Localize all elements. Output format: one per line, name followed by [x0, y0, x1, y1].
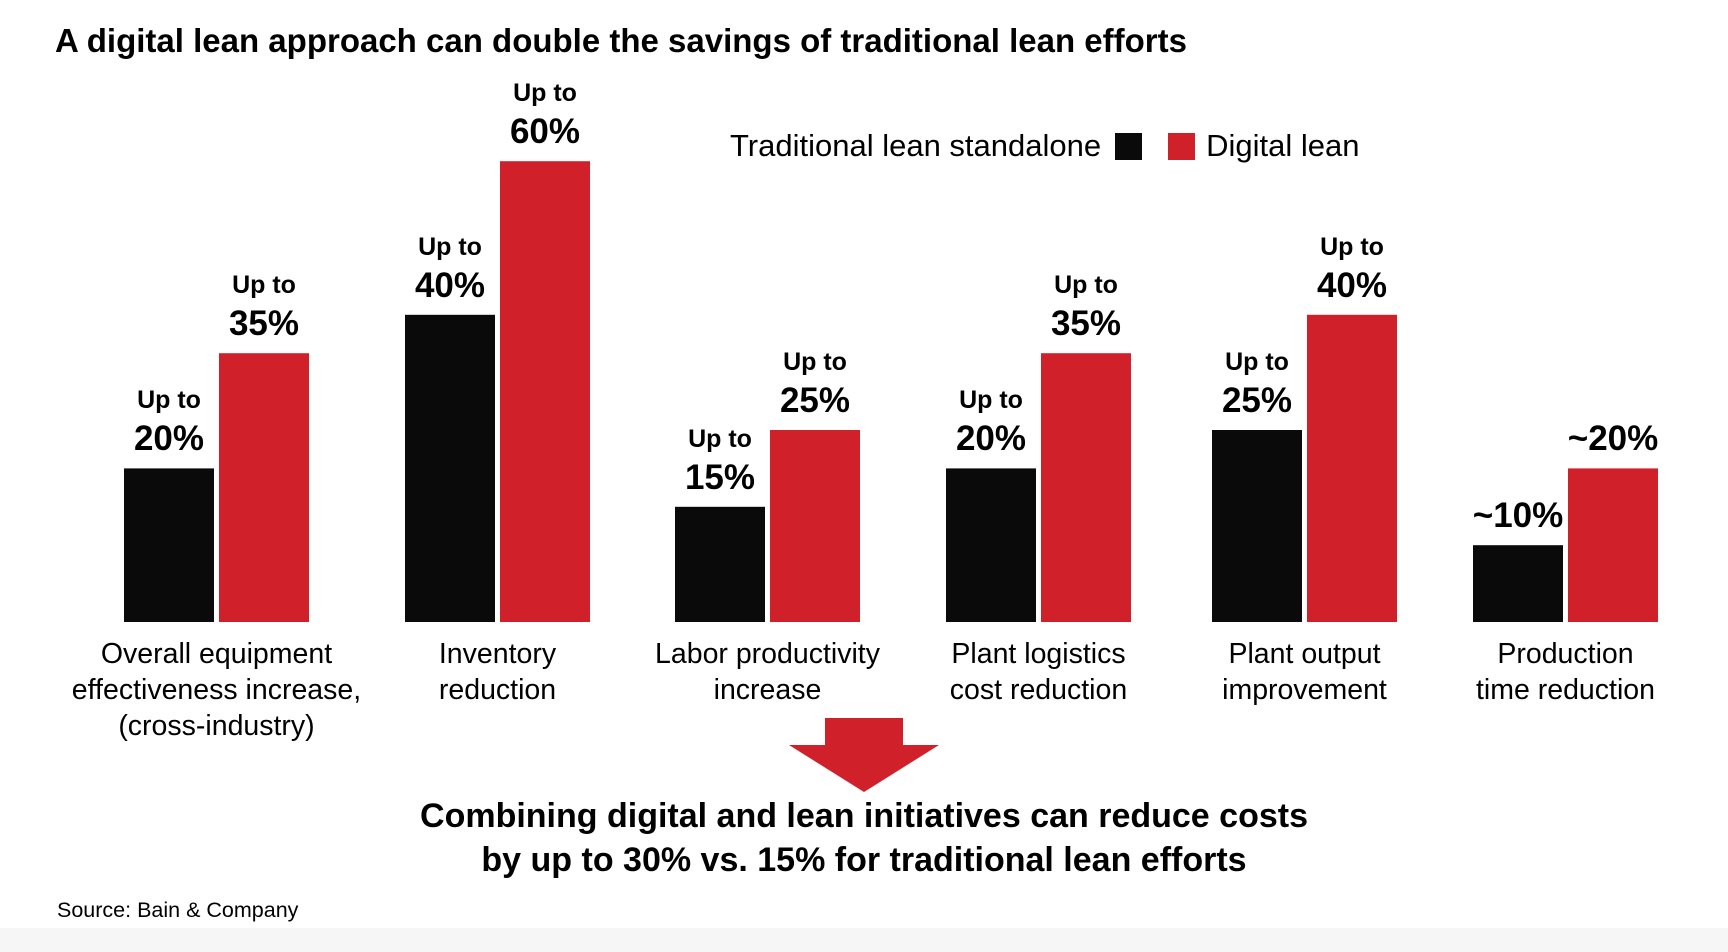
bar-label-value: 35% — [1050, 304, 1122, 344]
bar-digital-4 — [1041, 353, 1131, 622]
bar-digital-5 — [1307, 314, 1397, 622]
bar-label-digital-4: Up to 35% — [1050, 271, 1122, 344]
bar-label-value: ~20% — [1567, 419, 1659, 459]
category-label-line: Plant logistics — [951, 638, 1126, 670]
bar-label-prefix: Up to — [1320, 232, 1384, 261]
bar-label-prefix: Up to — [783, 348, 847, 376]
source-note: Source: Bain & Company — [57, 898, 299, 922]
bar-label-prefix: Up to — [232, 271, 296, 300]
bar-label-value: 40% — [414, 265, 486, 305]
bar-label-prefix: Up to — [688, 424, 752, 453]
bar-traditional-1 — [124, 468, 214, 622]
category-label-line: improvement — [1222, 674, 1387, 706]
category-label-6: Production time reduction — [1406, 636, 1726, 708]
category-label-line: time reduction — [1475, 674, 1655, 706]
legend-label-digital: Digital lean — [1206, 128, 1360, 163]
bar-label-digital-3: Up to 25% — [779, 348, 851, 420]
bar-label-digital-1: Up to 35% — [228, 271, 300, 344]
bar-label-traditional-2: Up to 40% — [414, 232, 486, 305]
bottom-strip — [0, 928, 1728, 952]
category-label-line: cost reduction — [949, 674, 1128, 706]
category-label-line: Labor productivity — [655, 638, 880, 670]
bar-label-traditional-3: Up to 15% — [684, 424, 756, 497]
bar-traditional-6 — [1473, 545, 1563, 622]
category-label-line: reduction — [438, 674, 557, 706]
bar-traditional-3 — [675, 506, 765, 622]
legend: Traditional lean standalone Digital lean — [730, 126, 1359, 166]
bar-label-prefix: Up to — [1054, 271, 1118, 300]
bar-label-digital-2: Up to 60% — [509, 79, 581, 152]
bar-label-value: 35% — [228, 304, 300, 344]
down-arrow-icon — [789, 718, 939, 792]
category-label-line: effectiveness increase, — [71, 674, 362, 706]
category-label-1: Overall equipment effectiveness increase,… — [57, 636, 377, 744]
bar-label-value: 60% — [509, 112, 581, 152]
bar-label-traditional-6: ~10% — [1473, 498, 1564, 533]
category-label-4: Plant logistics cost reduction — [879, 636, 1199, 708]
bar-label-value: ~10% — [1472, 496, 1564, 536]
bar-label-value: 25% — [779, 381, 851, 420]
bar-label-traditional-4: Up to 20% — [955, 386, 1027, 459]
bar-digital-6 — [1568, 468, 1658, 622]
bar-label-value: 40% — [1316, 265, 1388, 305]
bar-label-prefix: Up to — [959, 386, 1023, 415]
category-label-line: Overall equipment — [100, 638, 333, 670]
bar-label-prefix: Up to — [513, 79, 577, 108]
category-label-line: Production — [1497, 638, 1634, 670]
bar-label-value: 15% — [684, 457, 756, 497]
category-label-line: Inventory — [438, 638, 557, 670]
bar-digital-3 — [770, 430, 860, 622]
bar-digital-1 — [219, 353, 309, 622]
bar-label-value: 25% — [1221, 381, 1293, 420]
category-label-line: Plant output — [1228, 638, 1381, 670]
legend-label-traditional: Traditional lean standalone — [730, 128, 1102, 163]
bar-label-prefix: Up to — [1225, 348, 1289, 376]
category-label-line: (cross-industry) — [118, 710, 315, 742]
bar-label-value: 20% — [955, 419, 1027, 459]
conclusion: Combining digital and lean initiatives c… — [0, 794, 1728, 882]
bar-label-prefix: Up to — [418, 232, 482, 261]
conclusion-line-2: by up to 30% vs. 15% for traditional lea… — [481, 841, 1247, 879]
bar-label-digital-6: ~20% — [1568, 421, 1659, 456]
bar-traditional-2 — [405, 314, 495, 622]
category-label-5: Plant output improvement — [1145, 636, 1465, 708]
chart-title: A digital lean approach can double the s… — [55, 22, 1187, 59]
bar-traditional-5 — [1212, 430, 1302, 622]
legend-swatch-digital — [1168, 132, 1196, 160]
bar-label-digital-5: Up to 40% — [1316, 232, 1388, 305]
bar-digital-2 — [500, 161, 590, 622]
category-label-2: Inventory reduction — [338, 636, 658, 708]
category-label-line: increase — [713, 674, 822, 706]
legend-swatch-traditional — [1115, 132, 1143, 160]
bar-label-traditional-1: Up to 20% — [133, 386, 205, 459]
bar-label-value: 20% — [133, 419, 205, 459]
category-label-3: Labor productivity increase — [608, 636, 928, 708]
bar-label-traditional-5: Up to 25% — [1221, 348, 1293, 420]
bar-traditional-4 — [946, 468, 1036, 622]
bar-label-prefix: Up to — [137, 386, 201, 415]
conclusion-line-1: Combining digital and lean initiatives c… — [420, 797, 1308, 835]
